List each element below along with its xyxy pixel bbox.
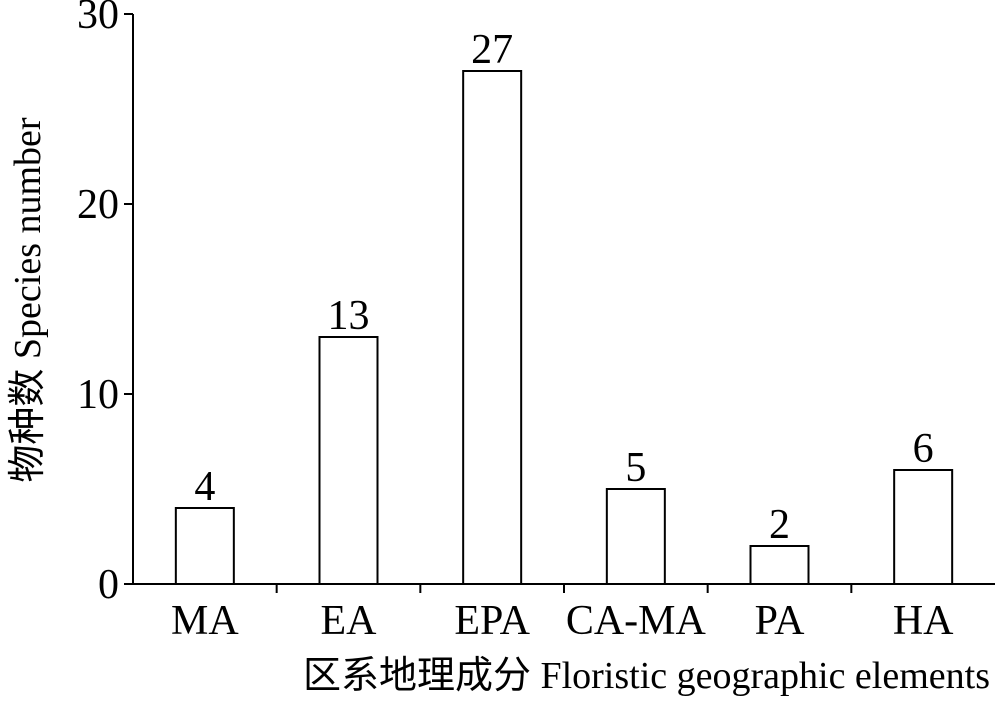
y-tick-label: 0 xyxy=(98,562,119,608)
data-label: 27 xyxy=(471,27,513,73)
y-tick-label: 10 xyxy=(77,372,119,418)
bar xyxy=(893,469,954,585)
x-tick-label: EA xyxy=(321,598,378,644)
bar xyxy=(605,488,666,585)
x-axis-label: 区系地理成分 Floristic geographic elements xyxy=(303,655,990,697)
y-tick-label: 30 xyxy=(77,0,119,38)
data-label: 13 xyxy=(328,293,370,339)
bar xyxy=(318,336,379,585)
x-tick-label: EPA xyxy=(454,598,530,644)
x-tick-label: CA-MA xyxy=(566,598,707,644)
y-axis-label: 物种数 Species number xyxy=(7,117,49,483)
y-tick-label: 20 xyxy=(77,182,119,228)
x-tick-label: MA xyxy=(171,598,239,644)
bar xyxy=(462,70,523,585)
bar xyxy=(749,545,810,585)
data-label: 4 xyxy=(194,464,215,510)
data-label: 5 xyxy=(625,445,646,491)
data-label: 6 xyxy=(913,426,934,472)
x-tick-label: PA xyxy=(755,598,806,644)
x-tick-label: HA xyxy=(893,598,954,644)
data-label: 2 xyxy=(769,502,790,548)
bar xyxy=(174,507,235,585)
